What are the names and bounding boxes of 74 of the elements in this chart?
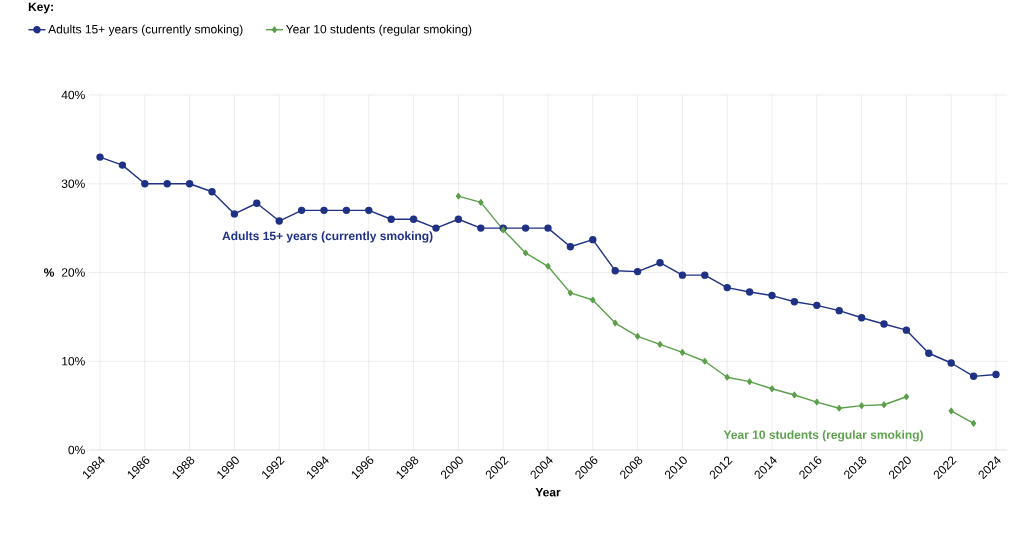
point [387,215,395,223]
point [185,180,194,188]
point [702,357,708,365]
point [970,420,977,427]
point [141,180,149,188]
point [611,267,619,275]
point [947,359,955,367]
point [454,215,463,223]
point [544,224,552,232]
point [769,385,775,393]
point [96,153,104,161]
point [902,326,911,334]
point [814,398,820,406]
legend-label: Year 10 students (regular smoking) [286,24,472,36]
point [724,373,730,381]
point [365,206,373,215]
point [253,199,261,207]
point [634,333,641,340]
point [791,391,798,399]
legend-label: Adults 15+ years (currently smoking) [48,24,243,36]
point [701,271,709,279]
point [163,180,171,188]
point [745,288,754,296]
point [320,206,328,215]
point [432,224,440,232]
point [679,349,686,356]
point [836,404,842,412]
point [723,283,731,292]
point [477,224,485,232]
y-axis-title: % [44,268,55,277]
point [813,301,821,310]
point [409,215,418,223]
point [612,319,618,327]
point [633,267,642,276]
point [342,206,351,215]
point [297,206,306,215]
point [948,407,954,415]
point [992,370,1000,379]
point [880,320,888,328]
point [589,235,597,244]
y-tick-label: 40% [61,90,85,100]
y-tick-label: 20% [61,268,85,277]
point [118,161,127,169]
point [881,401,887,409]
point [925,349,933,357]
point [790,298,799,306]
point [656,259,664,267]
point [522,249,529,257]
legend-title: Key: [28,2,53,14]
point [455,192,462,200]
point [835,306,843,315]
point [230,210,239,218]
y-tick-label: 30% [61,179,85,188]
point [657,341,663,348]
annotation: Adults 15+ years (currently smoking) [222,231,433,243]
point [858,402,865,409]
point [478,199,484,206]
point [566,243,575,251]
point [768,291,776,300]
point [208,188,216,196]
point [275,217,283,225]
point [590,296,596,304]
annotation: Year 10 students (regular smoking) [723,430,923,442]
point [521,224,530,232]
y-tick-label: 0% [68,445,85,455]
point [678,271,687,279]
point [903,393,910,401]
point [545,262,551,270]
point [746,378,753,385]
point [969,372,978,381]
y-tick-label: 10% [62,356,85,366]
point [567,289,574,297]
point [857,314,866,322]
x-axis-title: Year [535,488,561,497]
